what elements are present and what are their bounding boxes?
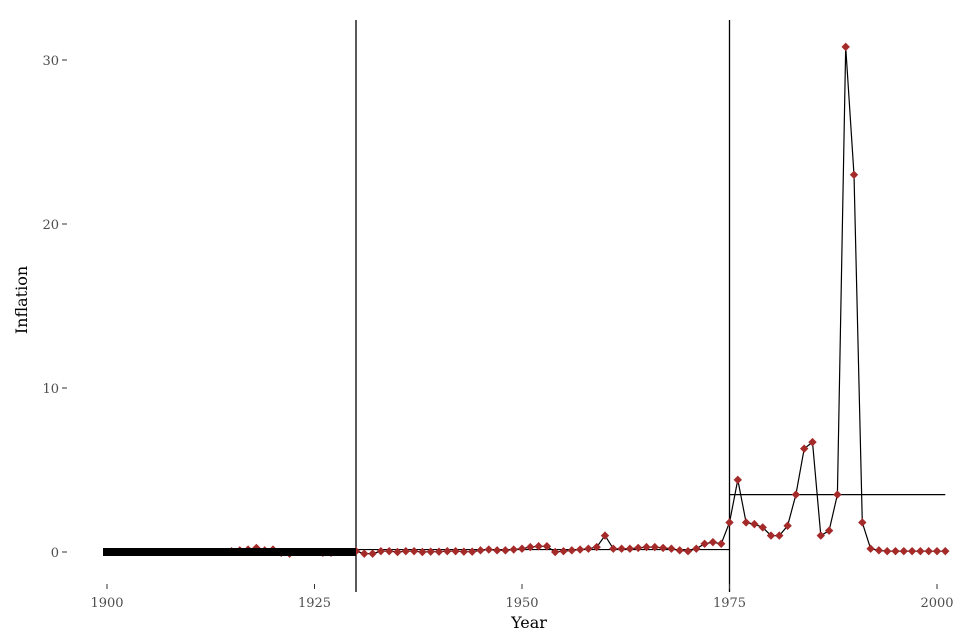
data-point [434, 547, 444, 556]
data-point [733, 475, 742, 485]
data-point [907, 546, 917, 556]
data-point [426, 547, 435, 556]
data-point [874, 546, 884, 555]
data-point [534, 542, 543, 551]
data-point [559, 546, 568, 556]
data-points [103, 42, 950, 558]
data-point [700, 539, 709, 548]
y-axis-title: Inflation [12, 266, 31, 334]
data-point [800, 444, 809, 453]
data-point [625, 544, 635, 553]
data-point [941, 546, 950, 556]
data-point [385, 546, 394, 556]
data-point [883, 546, 892, 556]
x-axis: 1900 1925 1950 1975 2000 [90, 584, 953, 611]
data-point [642, 542, 651, 552]
data-point [609, 544, 618, 553]
data-point [849, 170, 859, 179]
data-point [775, 531, 784, 540]
data-point [675, 546, 684, 555]
data-point [683, 546, 693, 556]
x-tick-label-1: 1925 [298, 596, 331, 611]
data-point [708, 537, 718, 547]
data-point [600, 531, 610, 540]
data-point [584, 544, 593, 553]
data-point [833, 490, 842, 499]
y-axis: 0 10 20 30 [42, 54, 67, 561]
data-point [459, 547, 469, 556]
y-tick-label-3: 30 [42, 54, 59, 69]
regime-break-lines [355, 20, 731, 592]
series-line [107, 46, 946, 555]
data-point [617, 544, 626, 553]
data-point [858, 518, 867, 527]
data-point [866, 544, 875, 553]
y-tick-label-2: 20 [42, 218, 59, 233]
data-point [750, 519, 759, 529]
data-point [808, 437, 817, 447]
data-point [567, 546, 576, 555]
data-point [667, 544, 676, 553]
x-tick-label-2: 1950 [505, 596, 538, 611]
data-point [368, 549, 377, 558]
data-point [634, 543, 643, 553]
data-point [766, 531, 776, 540]
data-point [501, 546, 510, 555]
data-point [899, 546, 908, 556]
data-point [526, 542, 535, 552]
data-point [542, 542, 552, 551]
data-point [409, 546, 419, 556]
data-point [932, 546, 942, 556]
data-point [360, 549, 369, 558]
x-tick-label-3: 1975 [713, 596, 746, 611]
data-point [916, 546, 925, 556]
data-point [891, 546, 900, 556]
data-point [418, 547, 427, 557]
data-point [924, 546, 933, 556]
data-point [484, 545, 493, 554]
data-point [717, 539, 726, 548]
data-point [725, 518, 734, 527]
data-point [824, 526, 834, 535]
data-point [741, 518, 751, 527]
data-point [393, 547, 402, 557]
data-point [841, 42, 850, 52]
data-point [443, 546, 452, 556]
data-point [551, 547, 560, 557]
data-point [376, 546, 386, 556]
data-point [758, 523, 767, 532]
data-point [658, 543, 668, 553]
x-axis-title: Year [510, 613, 547, 632]
data-point [692, 544, 701, 553]
data-point [650, 542, 659, 552]
y-tick-label-0: 0 [51, 546, 59, 561]
data-point [816, 531, 825, 540]
data-point [492, 546, 502, 555]
x-tick-label-0: 1900 [90, 596, 123, 611]
data-point [783, 521, 792, 530]
data-point [451, 546, 460, 556]
y-tick-label-1: 10 [42, 382, 59, 397]
data-point [575, 545, 585, 554]
early-regime-band [107, 548, 356, 556]
data-point [592, 542, 601, 552]
data-point [476, 546, 485, 555]
data-point [468, 547, 477, 556]
data-point [509, 545, 518, 554]
data-point [517, 544, 527, 553]
data-point [791, 490, 801, 499]
data-point [401, 546, 410, 556]
x-tick-label-4: 2000 [920, 596, 953, 611]
